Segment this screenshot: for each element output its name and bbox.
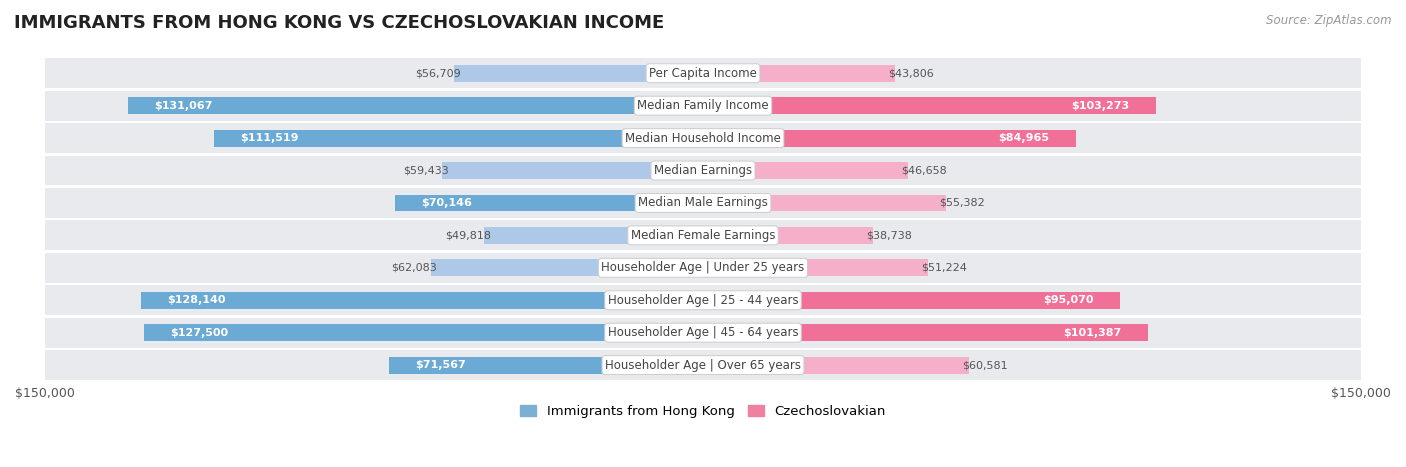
Bar — [128, 97, 703, 114]
Bar — [703, 65, 896, 82]
Text: $38,738: $38,738 — [866, 230, 912, 241]
Text: Median Female Earnings: Median Female Earnings — [631, 229, 775, 242]
Text: $56,709: $56,709 — [415, 68, 461, 78]
Text: Householder Age | Under 25 years: Householder Age | Under 25 years — [602, 262, 804, 274]
Text: Median Earnings: Median Earnings — [654, 164, 752, 177]
Text: $49,818: $49,818 — [446, 230, 491, 241]
Bar — [703, 324, 1147, 341]
Text: $128,140: $128,140 — [167, 295, 225, 305]
Bar — [703, 130, 1076, 147]
Text: $101,387: $101,387 — [1063, 328, 1122, 338]
Bar — [703, 357, 969, 374]
Bar — [703, 195, 946, 212]
Text: Per Capita Income: Per Capita Income — [650, 67, 756, 80]
Bar — [703, 162, 908, 179]
Text: $103,273: $103,273 — [1071, 101, 1130, 111]
Bar — [45, 220, 1361, 250]
Bar — [143, 324, 703, 341]
Text: Source: ZipAtlas.com: Source: ZipAtlas.com — [1267, 14, 1392, 27]
Text: $127,500: $127,500 — [170, 328, 228, 338]
Bar — [45, 188, 1361, 218]
Bar — [45, 123, 1361, 153]
Bar — [703, 259, 928, 276]
Bar — [430, 259, 703, 276]
Text: $111,519: $111,519 — [240, 133, 298, 143]
Text: $71,567: $71,567 — [415, 360, 467, 370]
Legend: Immigrants from Hong Kong, Czechoslovakian: Immigrants from Hong Kong, Czechoslovaki… — [515, 399, 891, 424]
Bar — [485, 227, 703, 244]
Bar — [214, 130, 703, 147]
Text: Median Male Earnings: Median Male Earnings — [638, 197, 768, 210]
Text: Median Household Income: Median Household Income — [626, 132, 780, 145]
Bar — [389, 357, 703, 374]
Bar — [454, 65, 703, 82]
Bar — [45, 285, 1361, 315]
Text: Householder Age | 45 - 64 years: Householder Age | 45 - 64 years — [607, 326, 799, 339]
Bar — [45, 156, 1361, 185]
Bar — [45, 350, 1361, 380]
Text: $131,067: $131,067 — [155, 101, 212, 111]
Text: $51,224: $51,224 — [921, 263, 967, 273]
Text: $95,070: $95,070 — [1043, 295, 1094, 305]
Bar — [395, 195, 703, 212]
Text: $84,965: $84,965 — [998, 133, 1049, 143]
Text: $59,433: $59,433 — [404, 165, 449, 176]
Text: $60,581: $60,581 — [962, 360, 1008, 370]
Text: $43,806: $43,806 — [889, 68, 935, 78]
Text: $55,382: $55,382 — [939, 198, 986, 208]
Text: Householder Age | Over 65 years: Householder Age | Over 65 years — [605, 359, 801, 372]
Bar — [45, 91, 1361, 120]
Bar — [141, 292, 703, 309]
Bar — [45, 58, 1361, 88]
Bar — [443, 162, 703, 179]
Bar — [45, 253, 1361, 283]
Text: $46,658: $46,658 — [901, 165, 946, 176]
Text: $62,083: $62,083 — [391, 263, 437, 273]
Bar — [703, 97, 1156, 114]
Bar — [703, 227, 873, 244]
Bar — [45, 318, 1361, 347]
Bar — [703, 292, 1121, 309]
Text: Householder Age | 25 - 44 years: Householder Age | 25 - 44 years — [607, 294, 799, 307]
Text: IMMIGRANTS FROM HONG KONG VS CZECHOSLOVAKIAN INCOME: IMMIGRANTS FROM HONG KONG VS CZECHOSLOVA… — [14, 14, 664, 32]
Text: Median Family Income: Median Family Income — [637, 99, 769, 112]
Text: $70,146: $70,146 — [422, 198, 472, 208]
